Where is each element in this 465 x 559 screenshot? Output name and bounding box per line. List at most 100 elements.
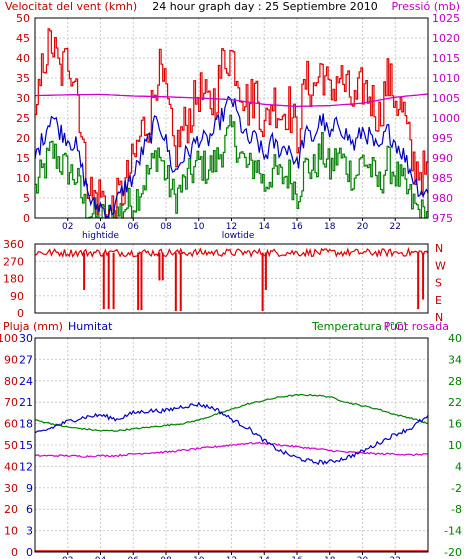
temperature-ytick-label: -8: [451, 503, 462, 516]
climate-xtick-label: 08: [160, 556, 172, 559]
rain-ytick-label: 50: [4, 439, 18, 452]
humidity-ytick-label: 6: [26, 503, 33, 516]
climate-xtick-label: 20: [357, 556, 369, 559]
temperature-ytick-label: 40: [448, 332, 462, 345]
climate-xtick-label: 02: [62, 556, 73, 559]
humidity-ytick-label: 18: [19, 418, 33, 431]
wind-xtick-label: 08: [160, 222, 172, 232]
wind-xtick-label: 16: [291, 222, 303, 232]
wind-mean-line: [34, 95, 429, 220]
humidity-ytick-label: 9: [26, 482, 33, 495]
rain-ytick-label: 70: [4, 396, 18, 409]
wind-ytick-label: 15: [16, 152, 30, 165]
wind-ytick-label: 10: [16, 172, 30, 185]
wind-ytick-label: 35: [16, 72, 30, 85]
temperature-legend: Temperatura (°C): [311, 320, 407, 333]
humidity-ytick-label: 24: [19, 375, 33, 388]
wind-xtick-label: 06: [128, 222, 140, 232]
pressure-ytick-label: 1020: [432, 32, 460, 45]
rain-ytick-label: 80: [4, 375, 18, 388]
temperature-line: [34, 393, 429, 432]
rain-ytick-label: 40: [4, 460, 18, 473]
pressure-ytick-label: 980: [432, 192, 453, 205]
temperature-ytick-label: 28: [448, 375, 462, 388]
climate-xtick-label: 18: [324, 556, 336, 559]
direction-compass-label: S: [435, 277, 442, 290]
pressure-ytick-label: 995: [432, 132, 453, 145]
wind-ytick-label: 25: [16, 112, 30, 125]
temperature-ytick-label: -2: [451, 482, 462, 495]
wind-ytick-label: 50: [16, 12, 30, 25]
wind-xtick-label: 12: [226, 222, 237, 232]
wind-xtick-label: 14: [259, 222, 271, 232]
chart-title: 24 hour graph day : 25 Septiembre 2010: [152, 0, 377, 13]
climate-xtick-label: 14: [259, 556, 271, 559]
climate-xtick-label: 10: [193, 556, 205, 559]
direction-compass-label: W: [435, 259, 446, 272]
pressure-ytick-label: 1015: [432, 52, 460, 65]
direction-ytick-label: 0: [17, 307, 24, 320]
temperature-ytick-label: 16: [448, 418, 462, 431]
wind-ytick-label: 45: [16, 32, 30, 45]
wind-xtick-label: 10: [193, 222, 205, 232]
direction-compass-label: N: [435, 242, 443, 255]
dewpoint-line: [34, 441, 429, 458]
wind-low-line: [35, 114, 429, 219]
climate-xtick-label: 22: [390, 556, 401, 559]
humidity-ytick-label: 15: [19, 439, 33, 452]
pressure-axis-label: Pressió (mb): [391, 0, 460, 13]
rain-ytick-label: 0: [11, 546, 18, 559]
humidity-ytick-label: 0: [26, 546, 33, 559]
temperature-ytick-label: -20: [444, 546, 462, 559]
rain-ytick-label: 60: [4, 418, 18, 431]
wind-ytick-label: 0: [23, 212, 30, 225]
direction-compass-label: E: [435, 294, 442, 307]
rain-legend: Pluja (mm): [3, 320, 63, 333]
dewpoint-legend: Punt rosada: [384, 320, 449, 333]
direction-ytick-label: 90: [10, 290, 24, 303]
humidity-ytick-label: 3: [26, 525, 33, 538]
wind-tide-label: lowtide: [222, 231, 255, 241]
direction-compass-label: N: [435, 311, 443, 324]
wind-xtick-label: 02: [62, 222, 73, 232]
pressure-ytick-label: 975: [432, 212, 453, 225]
pressure-ytick-label: 1025: [432, 12, 460, 25]
humidity-ytick-label: 12: [19, 460, 33, 473]
rain-ytick-label: 20: [4, 503, 18, 516]
wind-tide-label: hightide: [82, 231, 119, 241]
rain-ytick-label: 90: [4, 353, 18, 366]
pressure-ytick-label: 1000: [432, 112, 460, 125]
climate-xtick-label: 06: [128, 556, 140, 559]
rain-ytick-label: 100: [0, 332, 18, 345]
climate-xtick-label: 12: [226, 556, 237, 559]
humidity-ytick-label: 30: [19, 332, 33, 345]
temperature-ytick-label: -14: [444, 525, 462, 538]
humidity-line: [34, 401, 429, 466]
direction-ytick-label: 180: [3, 273, 24, 286]
wind-xtick-label: 20: [357, 222, 369, 232]
climate-xtick-label: 16: [291, 556, 303, 559]
temperature-ytick-label: 34: [448, 353, 462, 366]
wind-ytick-label: 30: [16, 92, 30, 105]
direction-ytick-label: 360: [3, 238, 24, 251]
direction-border: [34, 243, 429, 314]
direction-ytick-label: 270: [3, 255, 24, 268]
pressure-ytick-label: 985: [432, 172, 453, 185]
pressure-line: [34, 93, 429, 108]
pressure-ytick-label: 1010: [432, 72, 460, 85]
pressure-ytick-label: 1005: [432, 92, 460, 105]
temperature-ytick-label: 22: [448, 396, 462, 409]
wind-axis-label: Velocitat del vent (kmh): [5, 0, 137, 13]
humidity-ytick-label: 21: [19, 396, 33, 409]
rain-ytick-label: 10: [4, 525, 18, 538]
wind-ytick-label: 5: [23, 192, 30, 205]
pressure-ytick-label: 990: [432, 152, 453, 165]
humidity-legend: Humitat: [68, 320, 113, 333]
humidity-ytick-label: 27: [19, 353, 33, 366]
temperature-ytick-label: 10: [448, 439, 462, 452]
wind-ytick-label: 40: [16, 52, 30, 65]
wind-xtick-label: 04: [95, 222, 107, 232]
wind-xtick-label: 18: [324, 222, 336, 232]
